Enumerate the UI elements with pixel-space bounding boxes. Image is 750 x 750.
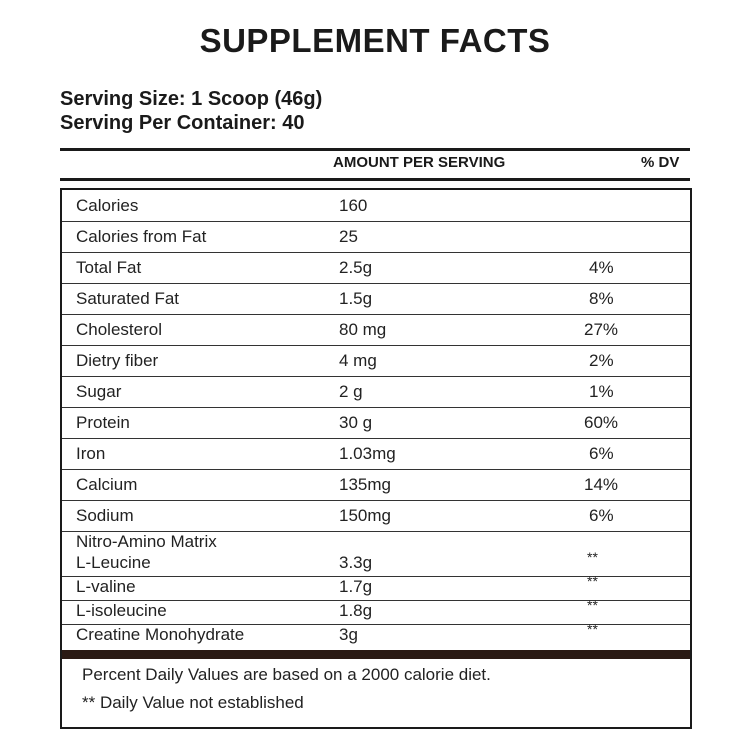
amount: 2 g	[339, 381, 363, 401]
amount: 30 g	[339, 412, 373, 432]
column-header: AMOUNT PER SERVING	[333, 154, 506, 171]
thick-divider	[62, 650, 690, 659]
nutrient-name: Cholesterol	[76, 319, 162, 339]
nutrient-name: Calories from Fat	[76, 226, 207, 246]
nutrient-name: Dietry fiber	[76, 350, 159, 370]
daily-value: **	[587, 597, 598, 613]
row-divider	[62, 469, 690, 470]
nutrient-name: Sugar	[76, 381, 122, 401]
daily-value: 8%	[589, 288, 614, 308]
row-divider	[62, 407, 690, 408]
facts-table: Calories 160 Calories from Fat 25 Total Fat 2…	[60, 188, 692, 729]
amount: 1.7g	[339, 577, 373, 596]
amount: 3g	[339, 625, 358, 644]
daily-value: 14%	[584, 474, 619, 494]
nutrient-name: Total Fat	[76, 257, 142, 277]
row-divider	[62, 438, 690, 439]
row-divider	[62, 531, 690, 532]
daily-value: **	[587, 549, 598, 565]
row-divider	[62, 345, 690, 346]
nutrient-name: Creatine Monohydrate	[76, 625, 245, 644]
amount: 160	[339, 195, 368, 215]
amount: 4 mg	[339, 350, 377, 370]
daily-value: 6%	[589, 443, 614, 463]
nutrient-name: L-valine	[76, 577, 136, 596]
nutrient-name: Sodium	[76, 505, 134, 525]
row-divider	[62, 252, 690, 253]
amount: 25	[339, 226, 358, 246]
daily-value: **	[587, 573, 598, 589]
title: SUPPLEMENT FACTS	[199, 22, 551, 59]
nutrient-name: Calcium	[76, 474, 138, 494]
daily-value: 60%	[584, 412, 619, 432]
amount: 135mg	[339, 474, 391, 494]
amount: 150mg	[339, 505, 391, 525]
section-name: Nitro-Amino Matrix	[76, 532, 217, 551]
amount: 1.5g	[339, 288, 373, 308]
row-divider	[62, 376, 690, 377]
serving-size: Serving Size: 1 Scoop (46g)	[60, 88, 323, 110]
amount: 80 mg	[339, 319, 387, 339]
daily-value: 2%	[589, 350, 614, 370]
rule	[60, 148, 690, 151]
footnote: ** Daily Value not established	[82, 693, 304, 712]
daily-value: **	[587, 621, 598, 637]
row-divider	[62, 600, 690, 601]
column-header: % DV	[641, 154, 680, 171]
amount: 3.3g	[339, 553, 373, 572]
row-divider	[62, 500, 690, 501]
row-divider	[62, 283, 690, 284]
nutrient-name: Iron	[76, 443, 106, 463]
amount: 1.03mg	[339, 443, 396, 463]
amount: 1.8g	[339, 601, 373, 620]
nutrient-name: Saturated Fat	[76, 288, 180, 308]
row-divider	[62, 576, 690, 577]
daily-value: 1%	[589, 381, 614, 401]
nutrient-name: L-Leucine	[76, 553, 151, 572]
servings-per-container: Serving Per Container: 40	[60, 112, 305, 134]
row-divider	[62, 221, 690, 222]
amount: 2.5g	[339, 257, 373, 277]
daily-value: 4%	[589, 257, 614, 277]
rule	[60, 178, 690, 181]
daily-value: 27%	[584, 319, 619, 339]
row-divider	[62, 624, 690, 625]
footnote: Percent Daily Values are based on a 2000…	[82, 665, 491, 684]
nutrient-name: Calories	[76, 195, 139, 215]
row-divider	[62, 314, 690, 315]
daily-value: 6%	[589, 505, 614, 525]
nutrient-name: Protein	[76, 412, 130, 432]
nutrient-name: L-isoleucine	[76, 601, 167, 620]
